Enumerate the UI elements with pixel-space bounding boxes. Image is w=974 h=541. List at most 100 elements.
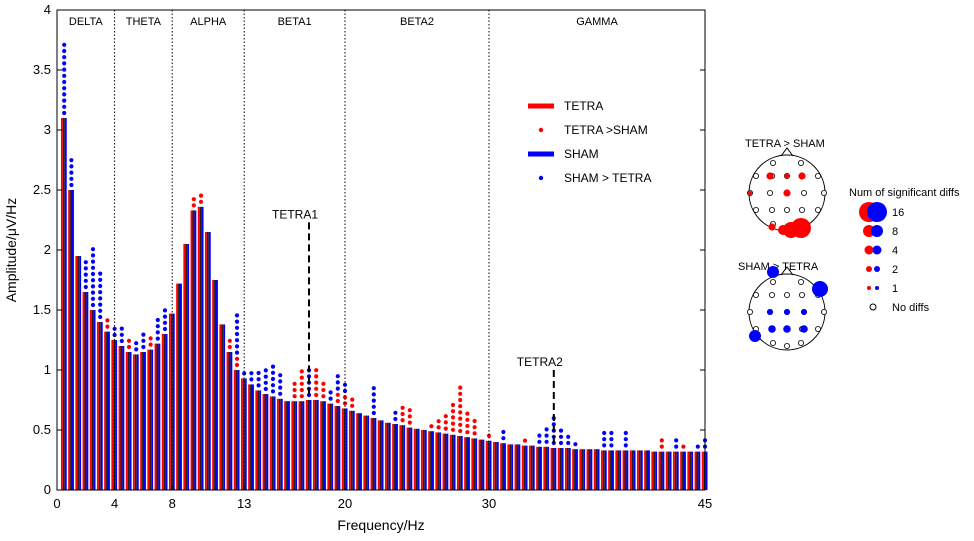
bar-sham — [331, 403, 334, 490]
bar-mid — [84, 292, 87, 490]
bar-mid — [163, 334, 166, 490]
bar-mid — [667, 451, 670, 490]
sig-dot-tetra — [126, 344, 132, 350]
bar-mid — [372, 418, 375, 490]
bar-sham — [597, 449, 600, 490]
bar-mid — [365, 415, 368, 490]
bar-sham — [352, 410, 355, 490]
head-bottom-electrode — [770, 278, 777, 285]
bar-tetra — [572, 449, 575, 490]
sig-dot-sham — [544, 439, 549, 444]
sig-dot-tetra — [227, 344, 232, 350]
sig-dot-tetra — [299, 387, 304, 393]
sig-dot-tetra — [458, 410, 463, 415]
bar-tetra — [161, 334, 164, 490]
sig-dot-tetra — [465, 417, 470, 422]
sig-dot-sham — [371, 392, 376, 397]
bar-tetra — [492, 442, 495, 490]
sig-dot-tetra — [458, 422, 463, 427]
y-tick-label: 2 — [44, 242, 51, 257]
x-tick-label: 45 — [698, 496, 712, 511]
sig-dot-tetra — [400, 418, 405, 423]
sig-dot-sham — [674, 444, 679, 449]
sig-dot-tetra — [126, 338, 132, 343]
sig-dot-sham — [566, 440, 571, 446]
sig-dot-sham — [62, 98, 67, 103]
bar-sham — [158, 343, 161, 490]
sig-dot-tetra — [292, 394, 297, 399]
sig-dot-sham — [112, 332, 117, 338]
bar-mid — [502, 443, 504, 490]
bar-mid — [98, 322, 101, 490]
band-label: THETA — [126, 16, 162, 28]
bar-tetra — [636, 450, 639, 490]
sig-dot-tetra — [321, 387, 326, 393]
head-top-electrode — [815, 172, 822, 179]
bar-mid — [257, 390, 260, 490]
bar-mid — [624, 450, 627, 490]
bar-sham — [540, 446, 542, 490]
head-top-sig-electrode — [768, 223, 776, 231]
size-legend-label: 4 — [892, 245, 898, 257]
sig-dot-tetra — [458, 404, 463, 409]
bar-tetra — [406, 427, 409, 490]
sig-dot-sham — [537, 439, 542, 444]
bar-mid — [185, 244, 188, 490]
sig-dot-tetra — [472, 425, 477, 430]
sig-dot-sham — [69, 182, 74, 188]
bar-sham — [417, 428, 420, 490]
bar-sham — [180, 283, 182, 490]
bar-mid — [221, 324, 224, 490]
bar-mid — [394, 424, 396, 490]
sig-dot-tetra — [400, 411, 405, 417]
bar-mid — [70, 190, 72, 490]
bar-mid — [494, 442, 497, 490]
sig-dot-tetra — [292, 387, 297, 393]
sig-dot-sham — [83, 272, 88, 277]
bar-mid — [343, 408, 346, 490]
bar-sham — [612, 450, 614, 490]
bar-mid — [401, 425, 404, 490]
bar-sham — [453, 434, 456, 490]
bar-mid — [422, 430, 425, 490]
bar-mid — [574, 449, 576, 490]
sig-dot-sham — [155, 317, 160, 323]
sig-dot-sham — [234, 338, 240, 343]
sig-dot-tetra — [350, 397, 355, 402]
bar-mid — [638, 450, 641, 490]
annotation-label: TETRA1 — [272, 207, 318, 221]
bar-tetra — [320, 401, 323, 490]
bar-mid — [178, 283, 180, 490]
x-tick-label: 8 — [169, 496, 176, 511]
annotation-label: TETRA2 — [517, 355, 563, 369]
bar-sham — [108, 331, 110, 490]
sig-dot-sham — [155, 336, 160, 341]
head-bottom-nose — [780, 266, 794, 276]
bar-sham — [280, 398, 283, 490]
head-bottom-electrode — [753, 291, 760, 298]
bar-sham — [374, 418, 377, 490]
head-top-electrode — [815, 206, 822, 213]
bar-tetra — [370, 418, 373, 490]
bar-tetra — [248, 384, 251, 490]
x-tick-label: 20 — [338, 496, 352, 511]
bar-tetra — [514, 444, 517, 490]
bar-tetra — [557, 448, 560, 490]
sig-dot-tetra — [443, 414, 448, 419]
bar-tetra — [183, 244, 186, 490]
bar-sham — [576, 449, 578, 490]
sig-dot-sham — [256, 383, 261, 388]
bar-sham — [446, 433, 449, 490]
bar-sham — [273, 396, 276, 490]
sig-dot-sham — [566, 434, 571, 439]
bar-sham — [648, 450, 650, 490]
sig-dot-tetra — [227, 338, 232, 343]
bar-mid — [523, 445, 526, 490]
sig-dot-tetra — [407, 420, 412, 425]
bar-mid — [156, 343, 159, 490]
head-map-shapes — [747, 147, 828, 351]
sig-dot-sham — [90, 247, 96, 252]
bar-sham — [266, 394, 269, 490]
bar-tetra — [262, 394, 265, 490]
sig-dot-sham — [62, 79, 67, 85]
